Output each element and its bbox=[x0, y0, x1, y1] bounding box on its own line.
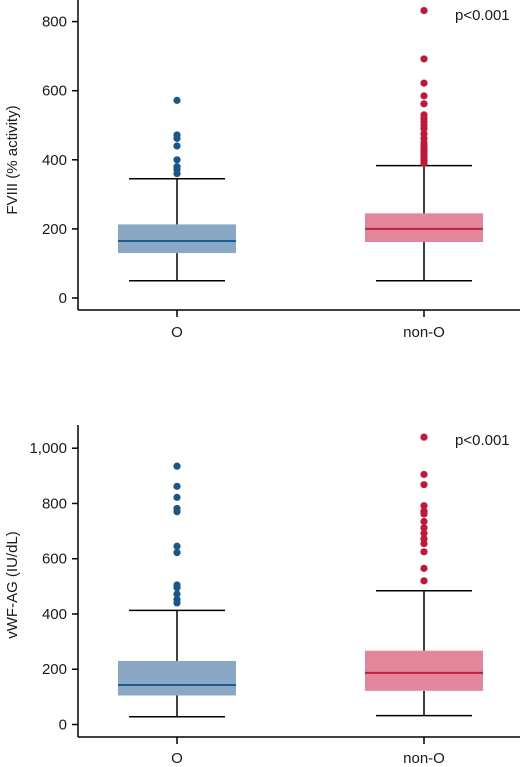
fviii-y-tick-label: 600 bbox=[42, 83, 67, 100]
fviii-group-o-box bbox=[118, 96, 236, 282]
fviii-axes bbox=[77, 0, 520, 311]
vwf-ag-group-non-o-box bbox=[365, 433, 483, 717]
outlier-point bbox=[420, 55, 428, 63]
fviii-boxes bbox=[118, 6, 483, 282]
fviii-y-tick-label: 800 bbox=[42, 14, 67, 31]
iqr-box bbox=[118, 224, 236, 254]
outlier-point bbox=[420, 433, 428, 441]
vwf-ag-panel: vWF-AG (IU/dL) p<0.001 0 200 400 600 800 1,00… bbox=[4, 425, 520, 767]
fviii-panel: FVIII (% activity) p<0.001 0 200 400 600 800… bbox=[4, 0, 520, 341]
vwf-ag-y-tick-label: 0 bbox=[59, 717, 67, 734]
outlier-point bbox=[420, 92, 428, 100]
vwf-ag-y-tick-label: 600 bbox=[42, 551, 67, 568]
vwf-ag-y-tick-label: 800 bbox=[42, 495, 67, 512]
outlier-point bbox=[420, 470, 428, 479]
outlier-point bbox=[173, 581, 181, 589]
iqr-box bbox=[365, 650, 483, 691]
outlier-point bbox=[420, 577, 428, 585]
outlier-point bbox=[173, 590, 181, 598]
outlier-point bbox=[173, 493, 181, 501]
outlier-point bbox=[420, 564, 428, 572]
fviii-group-non-o-box bbox=[365, 6, 483, 282]
outlier-point bbox=[420, 507, 428, 515]
outlier-point bbox=[173, 142, 181, 150]
outlier-point bbox=[173, 549, 181, 557]
outlier-point bbox=[420, 111, 428, 119]
outlier-point bbox=[420, 481, 428, 489]
outlier-point bbox=[173, 462, 181, 470]
fviii-y-tick-label: 400 bbox=[42, 152, 67, 169]
outlier-point bbox=[420, 79, 428, 87]
fviii-x-tick-label: non-O bbox=[403, 324, 445, 341]
iqr-box bbox=[118, 660, 236, 696]
iqr-box bbox=[365, 213, 483, 243]
vwf-ag-p-value: p<0.001 bbox=[455, 432, 510, 449]
fviii-y-ticks: 0 200 400 600 800 bbox=[42, 14, 78, 307]
outlier-point bbox=[173, 504, 181, 513]
fviii-y-tick-label: 200 bbox=[42, 221, 67, 238]
vwf-ag-y-tick-label: 200 bbox=[42, 661, 67, 678]
outlier-point bbox=[420, 524, 428, 532]
vwf-ag-axes bbox=[77, 425, 520, 738]
outlier-point bbox=[420, 517, 428, 526]
outlier-point bbox=[173, 96, 181, 104]
vwf-ag-y-tick-label: 1,000 bbox=[29, 440, 67, 457]
outlier-point bbox=[420, 529, 428, 537]
outlier-point bbox=[173, 156, 181, 164]
outlier-point bbox=[420, 548, 428, 556]
outlier-point bbox=[420, 6, 428, 15]
fviii-p-value: p<0.001 bbox=[455, 7, 510, 24]
outlier-point bbox=[173, 131, 181, 139]
outlier-point bbox=[420, 535, 428, 543]
outlier-point bbox=[173, 482, 181, 490]
vwf-ag-y-ticks: 0 200 400 600 800 1,000 bbox=[29, 440, 78, 734]
outlier-point bbox=[420, 130, 428, 138]
vwf-ag-x-tick-label: O bbox=[171, 750, 183, 767]
outlier-point bbox=[173, 163, 181, 171]
vwf-ag-y-axis-title: vWF-AG (IU/dL) bbox=[4, 531, 21, 639]
fviii-x-tick-label: O bbox=[171, 324, 183, 341]
vwf-ag-group-o-box bbox=[118, 462, 236, 718]
fviii-y-axis-title: FVIII (% activity) bbox=[4, 105, 21, 214]
fviii-y-tick-label: 0 bbox=[59, 290, 67, 307]
outlier-point bbox=[173, 596, 181, 604]
vwf-ag-boxes bbox=[118, 433, 483, 718]
vwf-ag-x-tick-label: non-O bbox=[403, 750, 445, 767]
outlier-point bbox=[420, 502, 428, 510]
outlier-point bbox=[420, 100, 428, 108]
outlier-point bbox=[173, 542, 181, 550]
vwf-ag-y-tick-label: 400 bbox=[42, 606, 67, 623]
